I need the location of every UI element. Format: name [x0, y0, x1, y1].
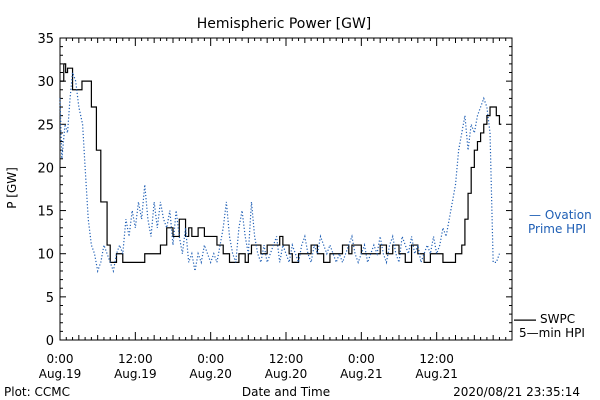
x-axis-ticks: 0:00Aug.1912:00Aug.190:00Aug.2012:00Aug.… — [39, 38, 513, 381]
x-tick-date-label: Aug.20 — [265, 367, 308, 381]
x-tick-date-label: Aug.21 — [340, 367, 383, 381]
y-tick-label: 0 — [46, 334, 54, 349]
x-tick-time-label: 12:00 — [118, 352, 153, 366]
x-tick-date-label: Aug.19 — [114, 367, 157, 381]
x-tick-time-label: 0:00 — [47, 352, 74, 366]
y-tick-label: 5 — [46, 291, 54, 306]
x-tick-date-label: Aug.21 — [415, 367, 458, 381]
y-tick-label: 30 — [37, 75, 54, 90]
footer-timestamp: 2020/08/21 23:35:14 — [453, 385, 580, 399]
chart-title: Hemispheric Power [GW] — [197, 16, 372, 32]
y-axis-ticks: 0 5 10 15 20 25 30 35 — [37, 32, 512, 349]
x-tick-date-label: Aug.20 — [189, 367, 232, 381]
legend-ovation-label-line1: — Ovation — [529, 208, 592, 222]
legend-swpc-label-line1: SWPC — [540, 312, 575, 326]
y-axis-label: P [GW] — [5, 167, 19, 209]
x-tick-date-label: Aug.19 — [39, 367, 82, 381]
x-tick-time-label: 12:00 — [269, 352, 304, 366]
y-tick-label: 10 — [37, 248, 54, 263]
footer-plot-credit: Plot: CCMC — [4, 385, 70, 399]
y-tick-label: 35 — [37, 32, 54, 47]
x-tick-time-label: 0:00 — [348, 352, 375, 366]
legend-swpc-label-line2: 5—min HPI — [519, 326, 585, 340]
series-line-ovation — [59, 72, 501, 274]
legend-ovation-label-line2: Prime HPI — [528, 222, 586, 236]
y-tick-label: 15 — [37, 205, 54, 220]
series-line-swpc — [60, 63, 502, 263]
x-tick-time-label: 12:00 — [419, 352, 454, 366]
x-axis-label: Date and Time — [242, 385, 330, 399]
x-tick-time-label: 0:00 — [197, 352, 224, 366]
y-tick-label: 20 — [37, 161, 54, 176]
series-lines — [59, 63, 502, 274]
plot-frame — [59, 37, 513, 341]
y-tick-label: 25 — [37, 118, 54, 133]
